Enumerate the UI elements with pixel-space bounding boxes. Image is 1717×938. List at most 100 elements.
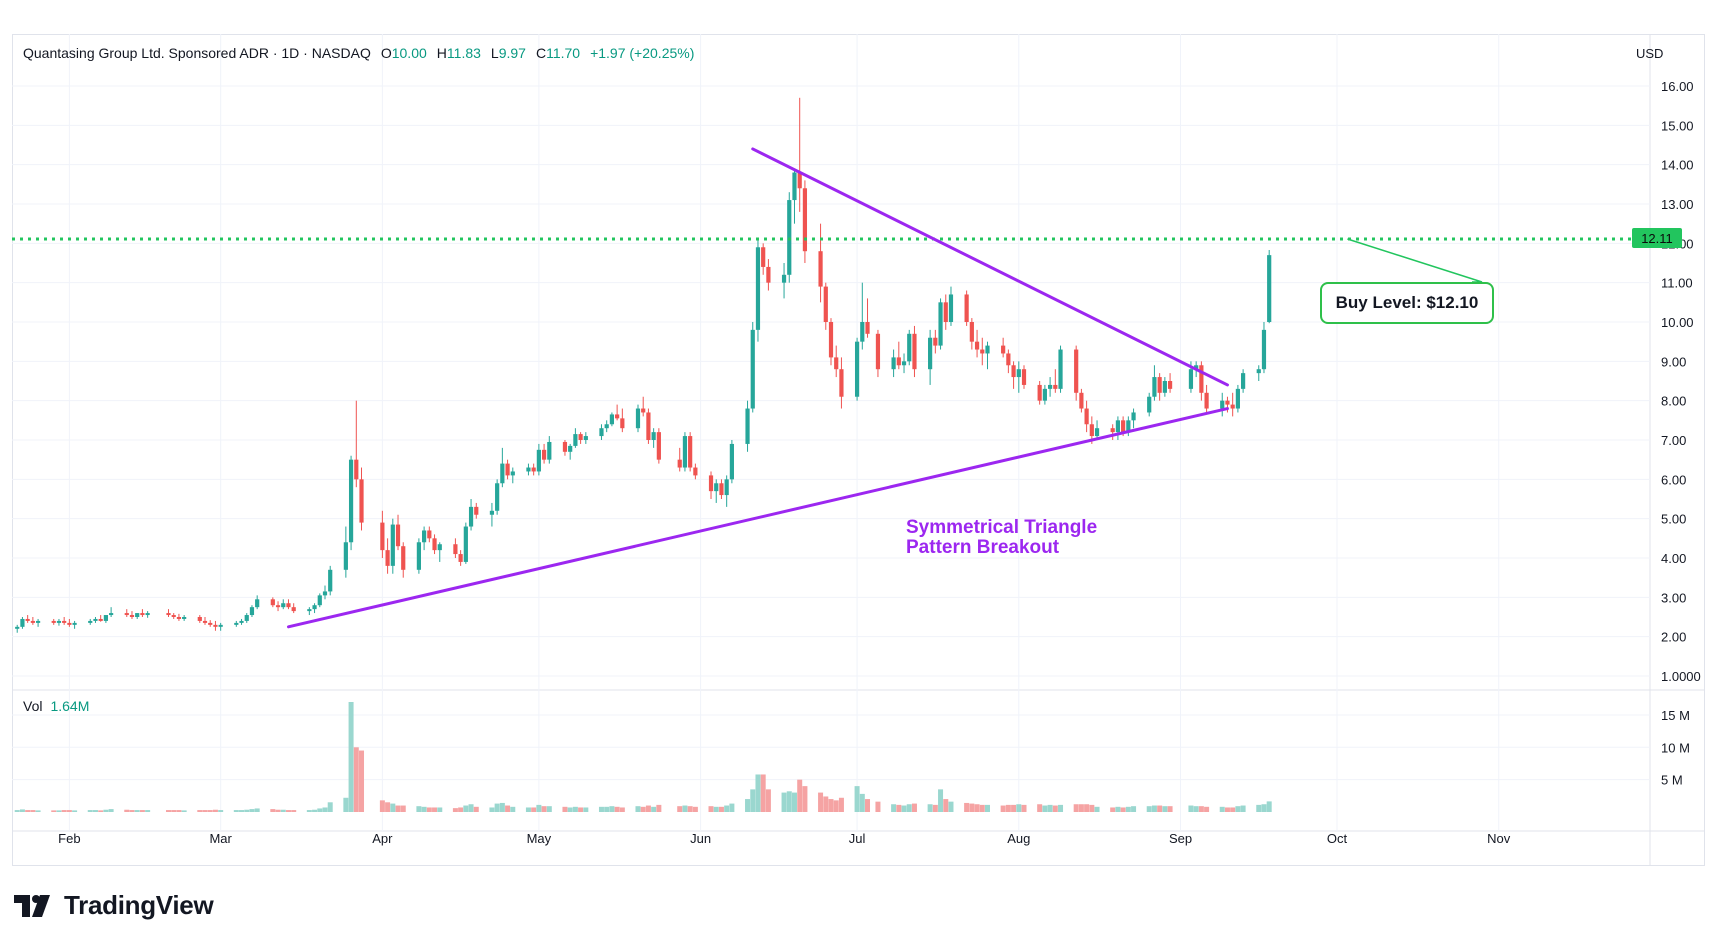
- candle-body: [1256, 369, 1261, 374]
- volume-bar: [87, 810, 93, 812]
- volume-bar: [207, 810, 213, 812]
- volume-bar: [463, 805, 469, 812]
- change-value: +1.97 (+20.25%): [590, 45, 695, 61]
- volume-bar: [1047, 804, 1053, 812]
- volume-bar: [390, 803, 396, 812]
- volume-bar: [353, 747, 359, 812]
- pattern-annotation-line1: Symmetrical Triangle: [906, 517, 1098, 538]
- tradingview-logo[interactable]: TradingView: [14, 890, 214, 921]
- buy-line-price-tag: 12.11: [1632, 228, 1682, 248]
- candle-body: [500, 463, 505, 484]
- volume-bar: [1193, 806, 1199, 812]
- volume-bar: [458, 807, 464, 812]
- volume-bar: [896, 804, 902, 812]
- volume-bar: [708, 806, 714, 812]
- candle-body: [322, 591, 328, 596]
- candle-body: [51, 620, 56, 623]
- volume-bar: [244, 809, 250, 812]
- price-tick-label: 14.00: [1661, 158, 1694, 173]
- candle-body: [573, 434, 578, 446]
- candle-body: [635, 408, 641, 429]
- volume-bar: [348, 702, 354, 812]
- candle-body: [458, 554, 463, 562]
- volume-bar: [838, 797, 844, 812]
- volume-bar: [1084, 804, 1090, 812]
- price-tick-label: 11.00: [1661, 276, 1693, 291]
- price-tick-label: 8.00: [1661, 394, 1686, 409]
- volume-bar: [969, 803, 975, 812]
- candles: [15, 97, 1272, 633]
- volume-bar: [964, 802, 970, 812]
- volume-bar: [30, 810, 36, 812]
- volume-bar: [1115, 806, 1121, 812]
- candle-body: [823, 286, 828, 322]
- candle-body: [401, 546, 406, 570]
- pattern-annotation[interactable]: Symmetrical Triangle Pattern Breakout: [906, 518, 1097, 558]
- volume-bar: [275, 809, 281, 812]
- candle-body: [1110, 428, 1115, 433]
- volume-bar: [755, 774, 761, 812]
- candle-body: [797, 172, 802, 189]
- candle-body: [948, 294, 954, 322]
- volume-bar: [865, 799, 871, 812]
- volume-bar: [1235, 806, 1241, 812]
- volume-bar: [108, 809, 114, 812]
- symbol-legend: Quantasing Group Ltd. Sponsored ADR · 1D…: [23, 45, 694, 61]
- volume-bar: [181, 810, 187, 812]
- candle-body: [609, 414, 615, 425]
- candle-body: [714, 483, 719, 492]
- volume-bar: [499, 802, 505, 812]
- low-value: 9.97: [498, 45, 526, 61]
- candle-body: [802, 188, 808, 252]
- price-tick-label: 2.00: [1661, 630, 1686, 645]
- volume-bar: [932, 804, 938, 812]
- volume-bar: [677, 806, 683, 812]
- volume-bar: [906, 804, 912, 812]
- volume-bar: [322, 807, 328, 812]
- volume-bar: [280, 809, 286, 812]
- buy-level-text: Buy Level: $12.10: [1335, 293, 1479, 312]
- candle-body: [907, 333, 912, 362]
- candle-body: [171, 615, 176, 617]
- volume-bar: [786, 791, 792, 812]
- candle-body: [974, 341, 980, 350]
- candle-body: [234, 622, 239, 625]
- candle-body: [787, 200, 792, 275]
- volume-bar: [765, 789, 771, 812]
- volume-bar: [1125, 806, 1131, 812]
- candle-body: [93, 618, 98, 621]
- volume-bar: [891, 804, 897, 812]
- volume-bar: [943, 799, 949, 812]
- volume-bar: [1078, 804, 1084, 812]
- candle-body: [343, 542, 348, 570]
- tradingview-wordmark: TradingView: [64, 890, 214, 920]
- volume-axis: 15 M 10 M 5 M: [1661, 708, 1690, 788]
- price-axis[interactable]: 16.0015.0014.0013.0012.0011.0010.009.008…: [1661, 79, 1701, 684]
- tradingview-mark-icon: [14, 894, 50, 917]
- buy-level-callout[interactable]: Buy Level: $12.10: [1320, 282, 1494, 324]
- currency-label[interactable]: USD: [1636, 46, 1664, 61]
- volume-bar: [51, 810, 57, 812]
- volume-bar: [14, 810, 20, 812]
- candle-body: [828, 322, 834, 358]
- volume-bar: [718, 806, 724, 812]
- candle-body: [620, 418, 625, 429]
- candle-body: [583, 436, 588, 440]
- candle-body: [1053, 384, 1058, 389]
- candle-body: [865, 322, 870, 334]
- candle-body: [67, 622, 72, 625]
- candle-body: [1074, 349, 1079, 393]
- price-tick-label: 15.00: [1661, 118, 1694, 133]
- volume-bar: [426, 807, 432, 812]
- candle-body: [129, 615, 135, 617]
- symbol-title[interactable]: Quantasing Group Ltd. Sponsored ADR · 1D…: [23, 45, 371, 61]
- open-value: 10.00: [391, 45, 427, 61]
- candle-body: [541, 449, 547, 460]
- candle-body: [1121, 420, 1126, 433]
- candle-body: [390, 524, 395, 566]
- volume-bar: [306, 810, 312, 812]
- time-axis[interactable]: Feb Mar Apr May Jun Jul Aug Sep Oct Nov: [58, 831, 1511, 846]
- candle-body: [307, 609, 312, 612]
- candle-body: [135, 613, 140, 617]
